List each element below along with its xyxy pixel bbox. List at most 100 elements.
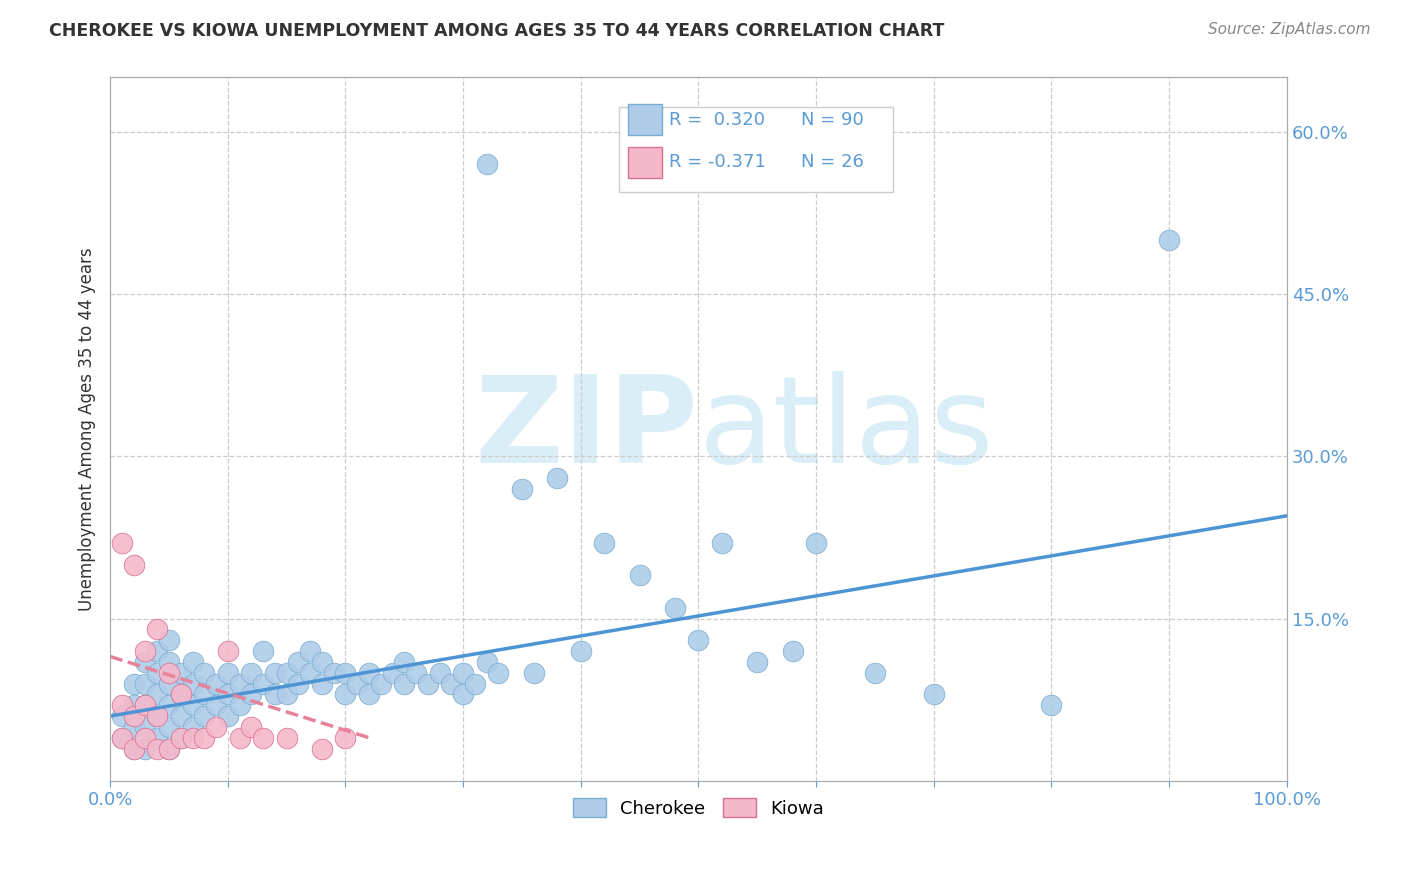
Point <box>394 655 416 669</box>
Point <box>546 471 568 485</box>
Point <box>475 157 498 171</box>
Point <box>1040 698 1063 713</box>
Point <box>146 741 169 756</box>
Point <box>122 698 145 713</box>
Point <box>193 665 215 680</box>
Text: ZIP: ZIP <box>475 371 699 488</box>
Point <box>122 741 145 756</box>
Point <box>111 731 134 745</box>
Point <box>146 665 169 680</box>
Point <box>240 665 263 680</box>
Point <box>181 698 204 713</box>
Point <box>252 731 274 745</box>
Point <box>335 665 357 680</box>
Point <box>134 644 156 658</box>
Point <box>311 741 333 756</box>
Y-axis label: Unemployment Among Ages 35 to 44 years: Unemployment Among Ages 35 to 44 years <box>79 247 96 611</box>
Point <box>628 568 651 582</box>
Point <box>299 665 322 680</box>
Point <box>381 665 404 680</box>
Point <box>593 536 616 550</box>
Point <box>370 676 392 690</box>
Point <box>464 676 486 690</box>
Point <box>228 698 250 713</box>
Point <box>157 741 180 756</box>
Point <box>134 731 156 745</box>
Point <box>122 720 145 734</box>
Point <box>228 731 250 745</box>
Point <box>264 687 287 701</box>
Point <box>134 741 156 756</box>
Point <box>429 665 451 680</box>
Point <box>193 709 215 723</box>
Text: R =  0.320: R = 0.320 <box>669 111 765 128</box>
Point <box>252 644 274 658</box>
Point <box>146 709 169 723</box>
Point <box>688 633 710 648</box>
Point <box>111 731 134 745</box>
Point <box>1159 233 1181 247</box>
Point <box>804 536 827 550</box>
Point <box>157 698 180 713</box>
Point <box>157 665 180 680</box>
Text: CHEROKEE VS KIOWA UNEMPLOYMENT AMONG AGES 35 TO 44 YEARS CORRELATION CHART: CHEROKEE VS KIOWA UNEMPLOYMENT AMONG AGE… <box>49 22 945 40</box>
Point <box>451 665 474 680</box>
Point <box>240 687 263 701</box>
Point <box>170 687 193 701</box>
Point <box>217 709 239 723</box>
Point <box>122 741 145 756</box>
Point <box>416 676 439 690</box>
Point <box>863 665 886 680</box>
Point <box>287 655 309 669</box>
Point <box>157 633 180 648</box>
Point <box>205 698 228 713</box>
Point <box>276 665 298 680</box>
Point <box>217 644 239 658</box>
Text: R = -0.371: R = -0.371 <box>669 153 766 171</box>
Point <box>134 720 156 734</box>
Point <box>205 720 228 734</box>
Point <box>181 655 204 669</box>
Point <box>357 687 380 701</box>
Point <box>157 720 180 734</box>
Point <box>264 665 287 680</box>
Point <box>181 731 204 745</box>
Point <box>181 720 204 734</box>
Point <box>569 644 592 658</box>
Point <box>193 731 215 745</box>
Point <box>181 676 204 690</box>
Point <box>157 655 180 669</box>
Text: N = 90: N = 90 <box>801 111 865 128</box>
Point <box>394 676 416 690</box>
Point <box>276 731 298 745</box>
Point <box>523 665 546 680</box>
Point <box>711 536 734 550</box>
Point <box>322 665 344 680</box>
Point <box>346 676 368 690</box>
Point <box>228 676 250 690</box>
Point <box>122 709 145 723</box>
Point <box>134 698 156 713</box>
Point <box>122 676 145 690</box>
Point <box>299 644 322 658</box>
Point <box>287 676 309 690</box>
Point <box>122 558 145 572</box>
Point <box>111 536 134 550</box>
Point <box>405 665 427 680</box>
Point <box>170 731 193 745</box>
Point <box>782 644 804 658</box>
Point <box>922 687 945 701</box>
Point <box>475 655 498 669</box>
Text: Source: ZipAtlas.com: Source: ZipAtlas.com <box>1208 22 1371 37</box>
Legend: Cherokee, Kiowa: Cherokee, Kiowa <box>565 791 831 825</box>
Point <box>451 687 474 701</box>
Text: N = 26: N = 26 <box>801 153 865 171</box>
Point <box>240 720 263 734</box>
Point <box>146 709 169 723</box>
Text: atlas: atlas <box>699 371 994 488</box>
Point <box>510 482 533 496</box>
Point <box>664 600 686 615</box>
Point <box>335 731 357 745</box>
Point <box>134 676 156 690</box>
Point <box>357 665 380 680</box>
